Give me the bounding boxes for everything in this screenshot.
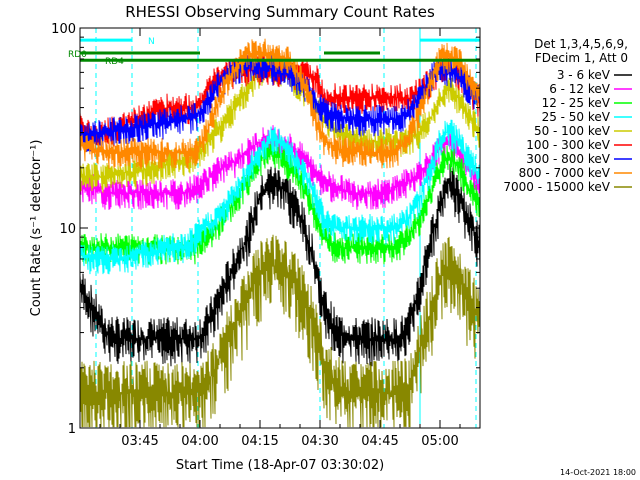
series-trace-7 <box>80 38 480 170</box>
series-trace-8 <box>80 234 480 428</box>
flag-label-2: N <box>148 37 155 47</box>
legend-label-8: 7000 - 15000 keV <box>503 180 610 194</box>
x-axis-label: Start Time (18-Apr-07 03:30:02) <box>176 458 384 473</box>
legend-header-2: FDecim 1, Att 0 <box>535 51 628 65</box>
y-tick-label-2: 100 <box>51 22 76 37</box>
series-trace-6 <box>80 52 480 155</box>
legend-label-4: 50 - 100 keV <box>534 124 611 138</box>
y-tick-label-0: 1 <box>68 422 76 437</box>
flag-label-0: RD0 <box>68 50 87 60</box>
y-tick-label-1: 10 <box>59 222 76 237</box>
x-tick-label-1: 04:00 <box>181 434 218 449</box>
generated-timestamp: 14-Oct-2021 18:00 <box>560 468 636 477</box>
legend-label-7: 800 - 7000 keV <box>519 166 611 180</box>
legend-label-2: 12 - 25 keV <box>542 96 611 110</box>
series-trace-3 <box>80 119 480 275</box>
legend-label-5: 100 - 300 keV <box>526 138 610 152</box>
legend: Det 1,3,4,5,6,9, FDecim 1, Att 0 3 - 6 k… <box>503 37 632 194</box>
legend-header-1: Det 1,3,4,5,6,9, <box>534 37 628 51</box>
chart-title: RHESSI Observing Summary Count Rates <box>125 3 435 21</box>
flag-label-1: RD4 <box>105 57 124 67</box>
legend-label-6: 300 - 800 keV <box>526 152 610 166</box>
x-tick-label-3: 04:30 <box>301 434 338 449</box>
x-tick-label-5: 05:00 <box>421 434 458 449</box>
x-tick-label-2: 04:15 <box>241 434 278 449</box>
legend-label-0: 3 - 6 keV <box>557 68 611 82</box>
x-tick-label-0: 03:45 <box>121 434 158 449</box>
y-axis-label: Count Rate (s⁻¹ detector⁻¹) <box>29 140 44 317</box>
series-trace-0 <box>80 163 480 367</box>
legend-label-3: 25 - 50 keV <box>542 110 611 124</box>
x-tick-label-4: 04:45 <box>361 434 398 449</box>
legend-label-1: 6 - 12 keV <box>549 82 611 96</box>
